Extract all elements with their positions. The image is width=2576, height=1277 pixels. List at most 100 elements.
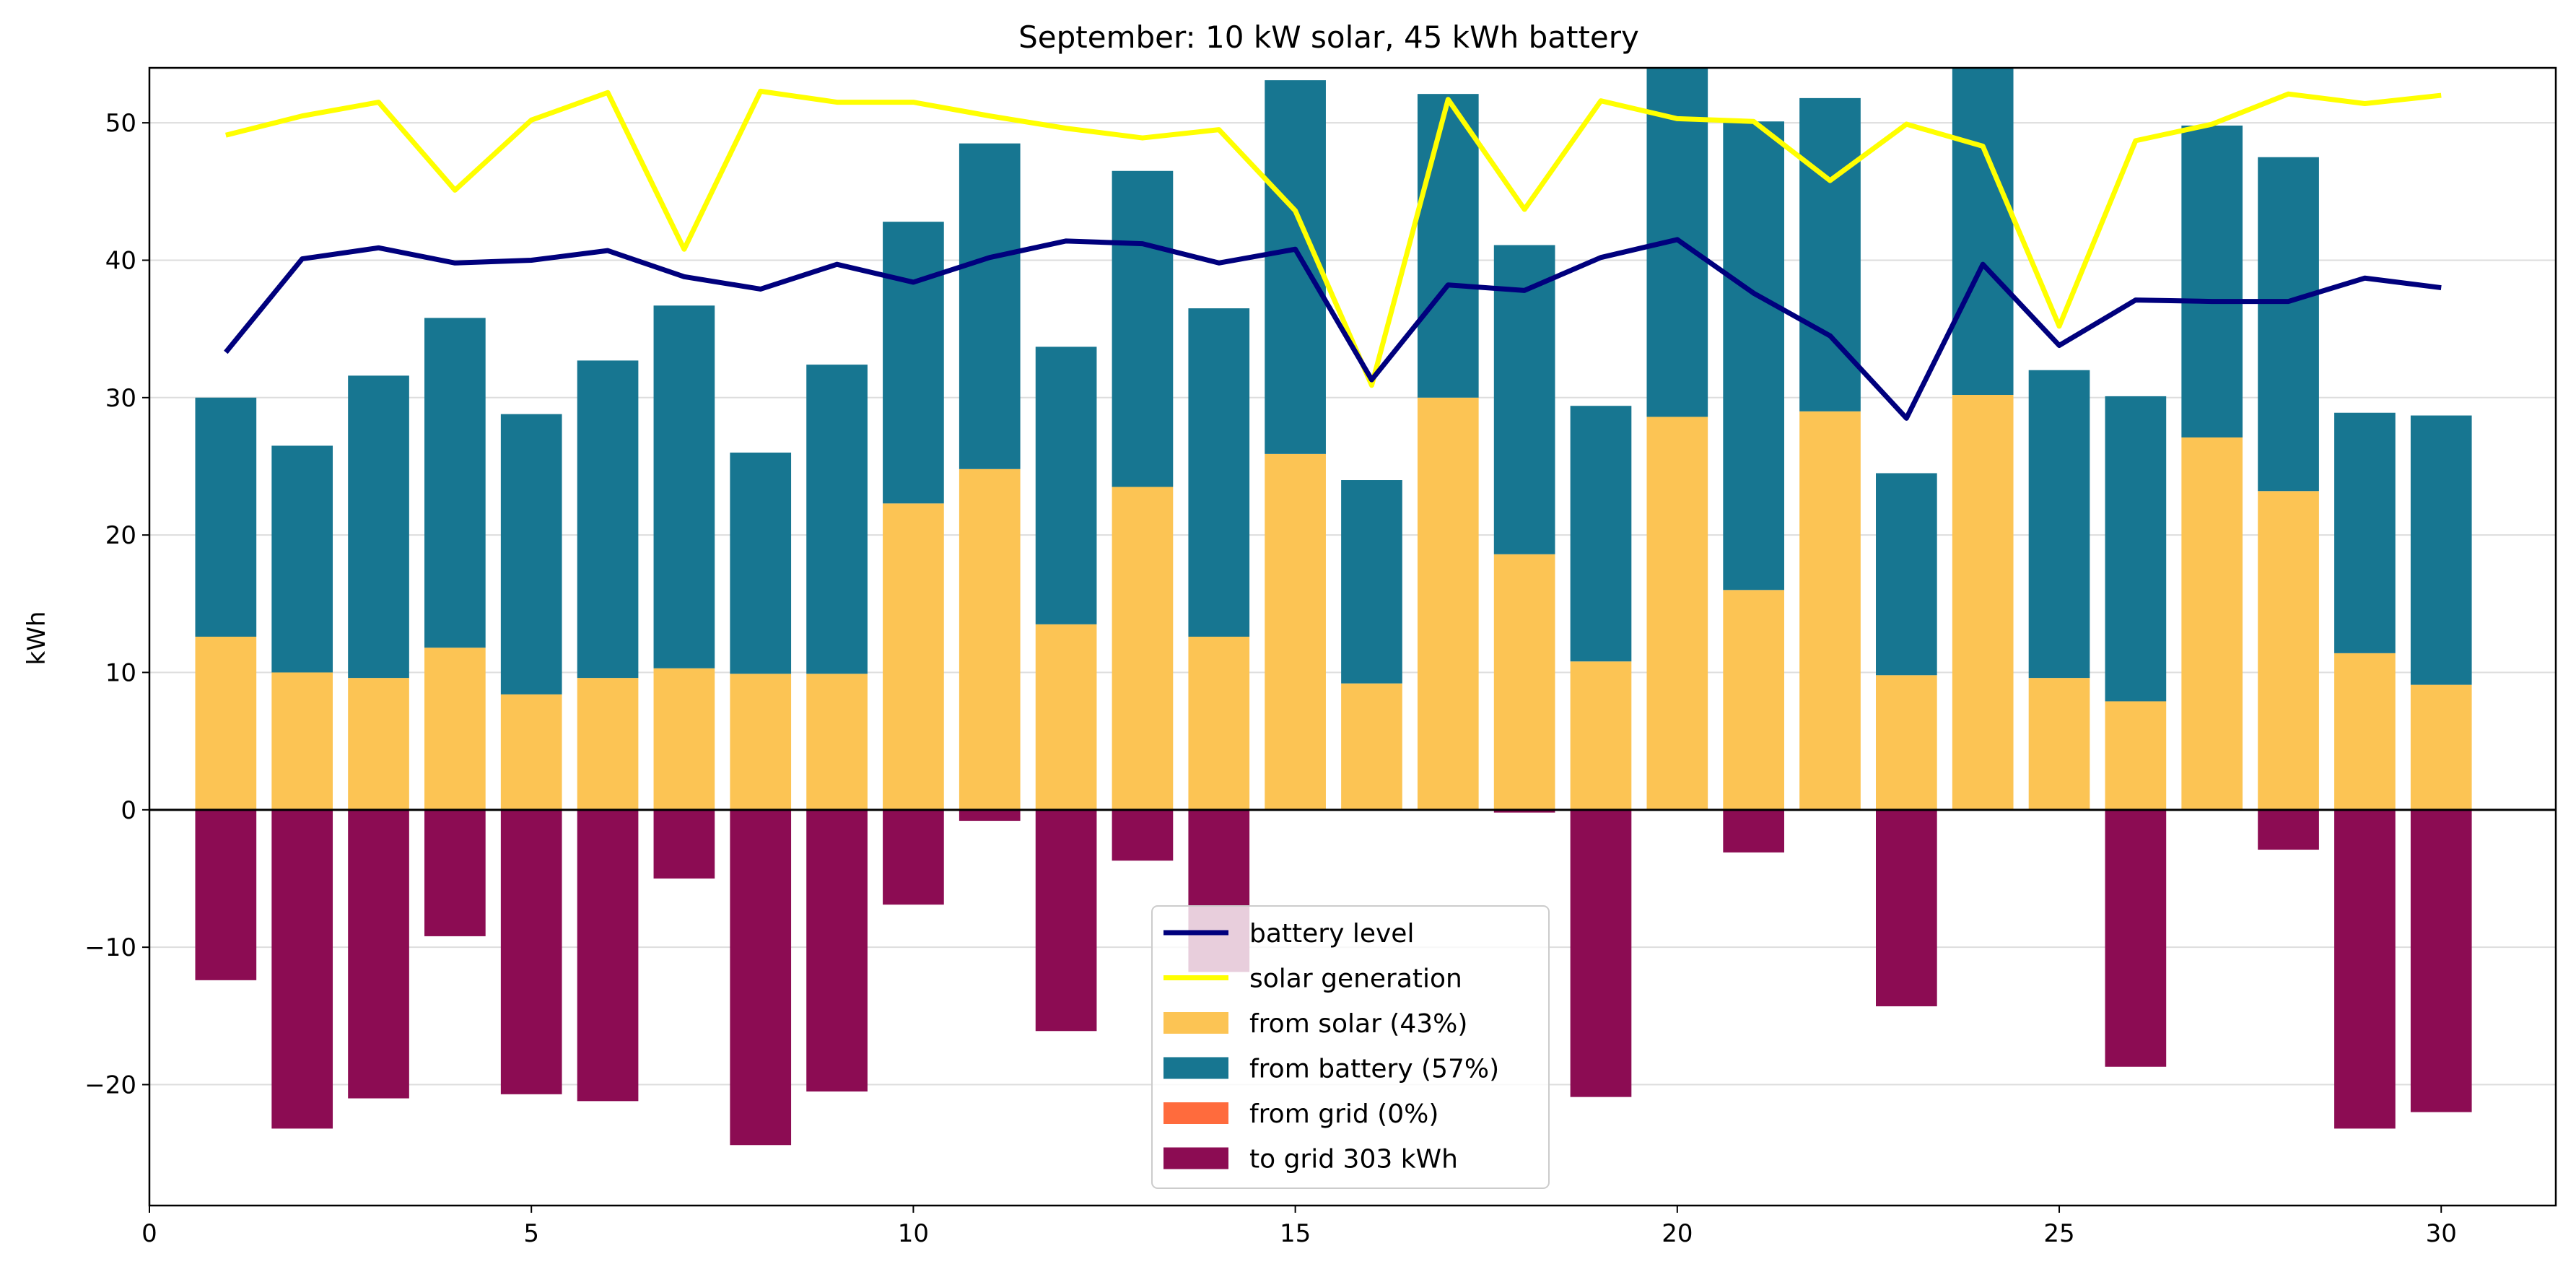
bar-from-solar — [348, 678, 409, 810]
bar-from-battery — [2410, 415, 2472, 685]
bar-from-battery — [2334, 412, 2396, 653]
chart-title: September: 10 kW solar, 45 kWh battery — [1018, 19, 1639, 55]
bar-from-battery — [959, 143, 1021, 469]
series-lines — [224, 88, 2442, 421]
bar-from-battery — [500, 414, 562, 694]
bar-to-grid — [1035, 809, 1097, 1032]
x-tick-label: 10 — [898, 1219, 929, 1248]
x-tick-label: 15 — [1280, 1219, 1311, 1248]
bar-from-battery — [730, 452, 792, 674]
bar-from-battery — [1035, 347, 1097, 624]
y-tick-label: 10 — [105, 658, 136, 687]
bar-from-battery — [1341, 480, 1402, 684]
bar-from-battery — [806, 365, 868, 674]
bar-from-battery — [1876, 473, 1937, 676]
bars — [195, 68, 2472, 1146]
bar-from-battery — [1723, 121, 1785, 590]
legend-bar-swatch — [1163, 1147, 1228, 1169]
bar-to-grid — [195, 809, 257, 980]
legend-box — [1151, 905, 1550, 1189]
bar-from-solar — [2410, 684, 2472, 810]
bar-to-grid — [2258, 809, 2319, 850]
bar-to-grid — [2334, 809, 2396, 1129]
bar-from-solar — [2028, 678, 2090, 810]
bar-to-grid — [500, 809, 562, 1094]
bar-from-battery — [1417, 94, 1479, 398]
y-tick-label: −10 — [84, 933, 136, 962]
bar-to-grid — [1723, 809, 1785, 853]
bar-to-grid — [2105, 809, 2167, 1067]
bar-from-solar — [730, 674, 792, 810]
bar-from-battery — [1493, 245, 1555, 554]
bar-from-battery — [424, 318, 486, 648]
bar-from-battery — [1952, 68, 2014, 396]
bar-to-grid — [424, 809, 486, 936]
bar-to-grid — [577, 809, 639, 1102]
bar-from-solar — [500, 694, 562, 810]
bar-to-grid — [271, 809, 333, 1129]
bar-from-solar — [806, 674, 868, 810]
bar-to-grid — [806, 809, 868, 1092]
bar-from-battery — [195, 397, 257, 637]
bar-from-solar — [1188, 637, 1250, 810]
bar-from-solar — [1570, 661, 1632, 810]
bar-from-solar — [1646, 417, 1708, 810]
bar-from-solar — [1952, 395, 2014, 810]
y-tick-label: −20 — [84, 1071, 136, 1100]
bar-to-grid — [730, 809, 792, 1146]
bar-from-battery — [2028, 370, 2090, 679]
bar-from-battery — [1188, 308, 1250, 637]
bar-to-grid — [1876, 809, 1937, 1007]
bar-from-solar — [1112, 487, 1174, 810]
bar-from-solar — [271, 672, 333, 810]
legend-label: from battery (57%) — [1249, 1055, 1499, 1084]
bar-from-battery — [2181, 125, 2243, 438]
bar-from-solar — [1035, 624, 1097, 810]
bar-from-battery — [1570, 406, 1632, 662]
bar-from-battery — [271, 445, 333, 673]
bar-from-solar — [1493, 554, 1555, 810]
legend-label: battery level — [1249, 919, 1414, 949]
bar-from-battery — [348, 375, 409, 679]
bar-to-grid — [2410, 809, 2472, 1112]
axes: −20 −10 0 10 20 30 40 50 0 5 10 15 20 25 30 — [84, 66, 2557, 1248]
bar-from-solar — [2258, 491, 2319, 810]
bar-from-solar — [653, 668, 715, 810]
bar-from-battery — [1799, 97, 1861, 411]
bar-from-solar — [1876, 675, 1937, 810]
x-tick-label: 30 — [2426, 1219, 2457, 1248]
legend: battery level solar generation from solar … — [1151, 905, 1550, 1189]
bar-from-solar — [577, 678, 639, 810]
line-solar-generation — [224, 88, 2442, 388]
y-tick-label: 50 — [105, 109, 136, 138]
x-tick-label: 0 — [141, 1219, 157, 1248]
y-tick-label: 0 — [121, 796, 136, 825]
bar-from-solar — [959, 468, 1021, 810]
bar-from-solar — [883, 503, 944, 810]
x-tick-label: 20 — [1662, 1219, 1693, 1248]
x-tick-label: 5 — [523, 1219, 539, 1248]
bar-from-battery — [1265, 80, 1326, 454]
bar-to-grid — [883, 809, 944, 905]
bar-to-grid — [1112, 809, 1174, 861]
bar-to-grid — [959, 809, 1021, 821]
bar-from-battery — [653, 305, 715, 668]
bar-from-battery — [2105, 396, 2167, 702]
legend-label: solar generation — [1249, 964, 1462, 994]
legend-label: to grid 303 kWh — [1249, 1145, 1458, 1174]
bar-from-solar — [1799, 411, 1861, 810]
bar-from-battery — [2258, 157, 2319, 492]
bar-from-battery — [1112, 170, 1174, 487]
legend-label: from solar (43%) — [1249, 1009, 1467, 1039]
bar-to-grid — [348, 809, 409, 1099]
bar-from-solar — [1341, 683, 1402, 810]
bar-from-solar — [1723, 590, 1785, 810]
x-tick-label: 25 — [2043, 1219, 2074, 1248]
bar-from-battery — [883, 222, 944, 504]
bar-from-solar — [2334, 653, 2396, 810]
bar-from-solar — [2105, 701, 2167, 810]
bar-from-solar — [424, 648, 486, 810]
legend-label: from grid (0%) — [1249, 1099, 1438, 1129]
line-battery-level — [224, 237, 2442, 421]
